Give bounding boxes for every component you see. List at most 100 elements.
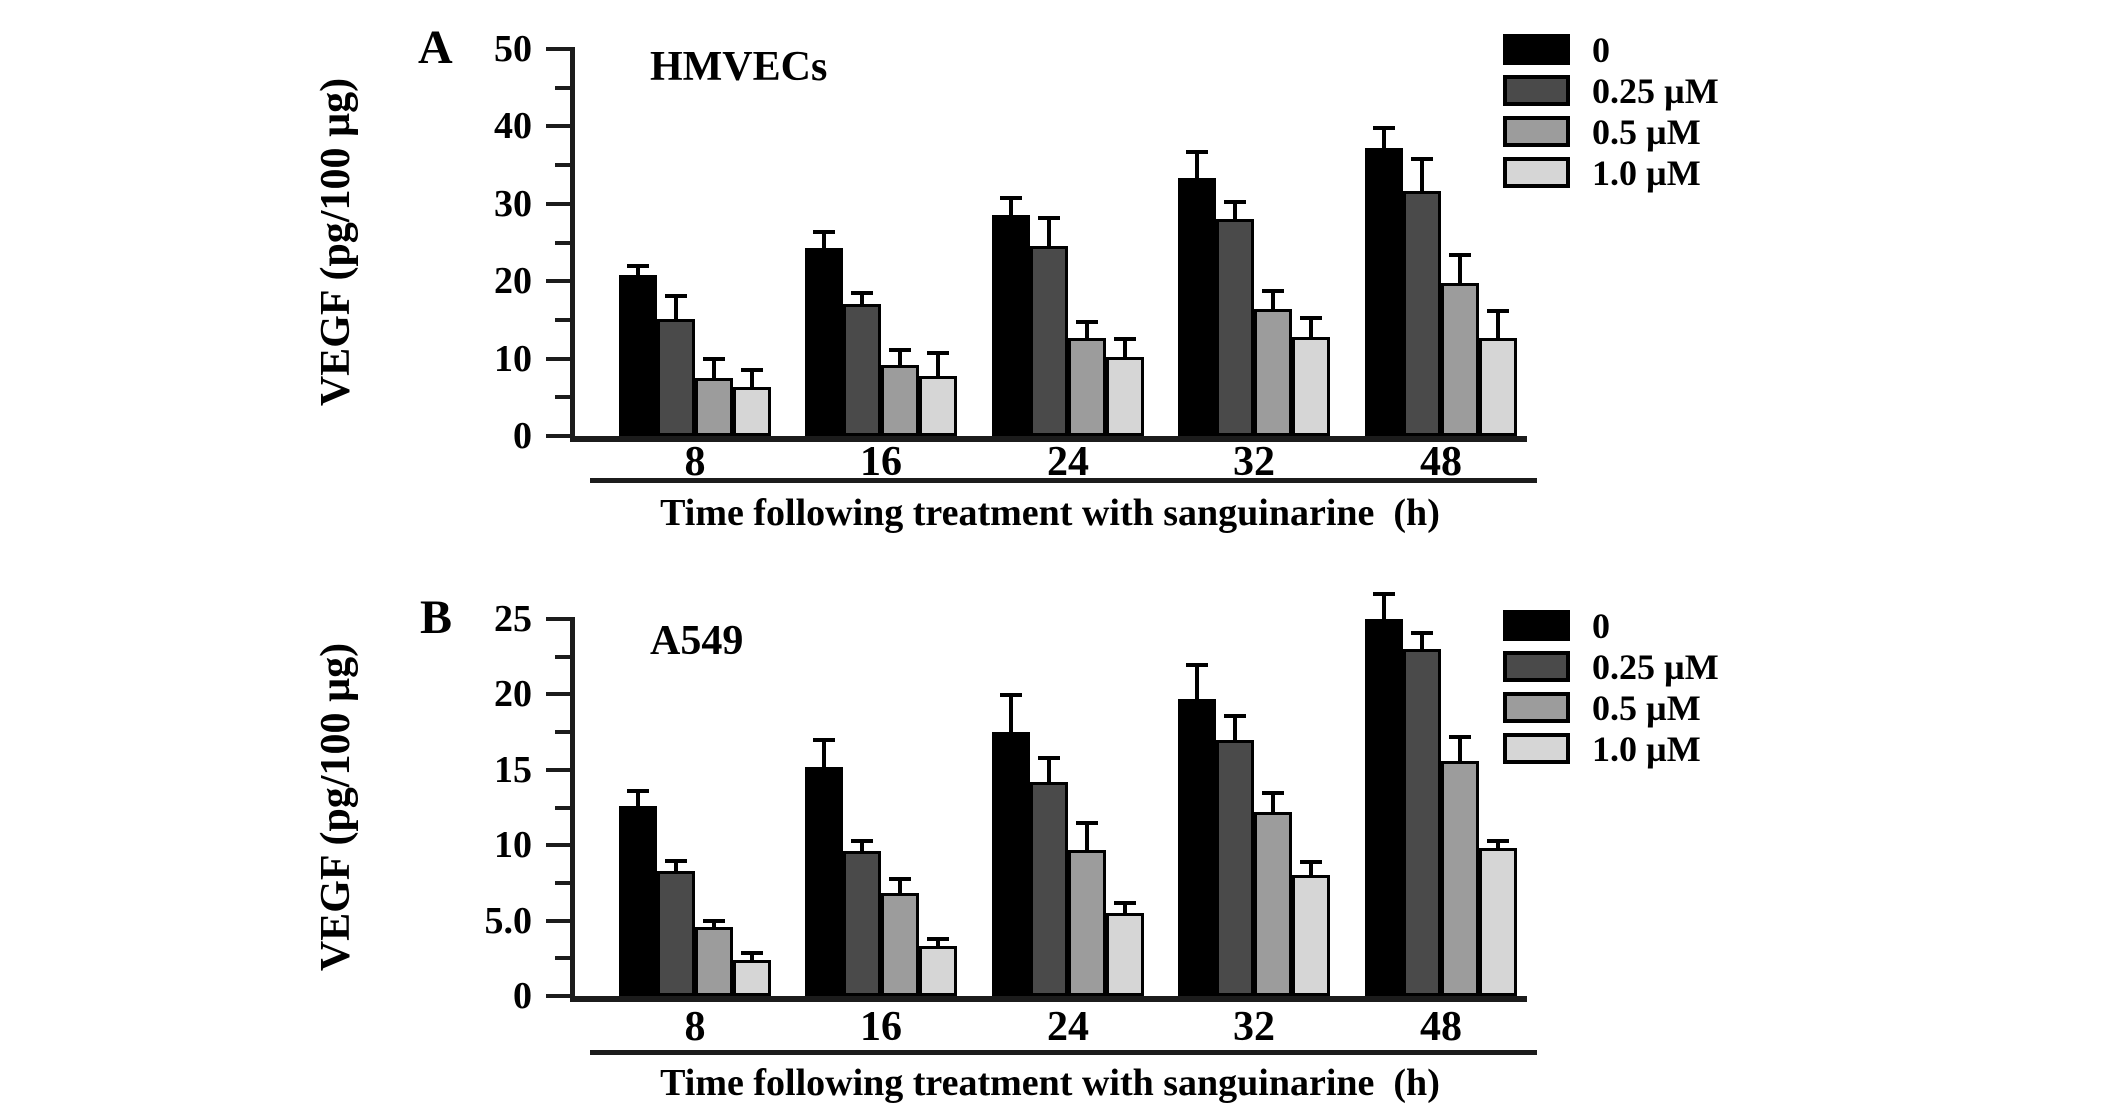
- error-bar-line: [1271, 288, 1275, 312]
- error-bar-cap: [1411, 156, 1433, 161]
- bar: [843, 851, 881, 996]
- error-bar-line: [750, 367, 754, 390]
- error-bar-line: [1458, 735, 1462, 763]
- error-bar-line: [1009, 196, 1013, 217]
- error-bar-cap: [1449, 735, 1471, 740]
- y-major-tick: [546, 434, 570, 438]
- bar: [733, 387, 771, 436]
- error-bar-cap: [851, 291, 873, 296]
- error-bar-cap: [1449, 252, 1471, 257]
- error-bar-line: [1309, 316, 1313, 339]
- bar: [843, 303, 881, 436]
- legend-label: 0.5 µM: [1592, 112, 1701, 152]
- bar: [1254, 309, 1292, 436]
- error-bar-line: [1195, 662, 1199, 701]
- bar: [1068, 849, 1106, 996]
- legend-label: 0: [1592, 606, 1610, 646]
- y-tick-label: 25: [494, 598, 532, 640]
- bar: [1030, 781, 1068, 996]
- error-bar-line: [822, 738, 826, 769]
- x-tick-label: 16: [860, 439, 902, 485]
- error-bar-line: [1420, 156, 1424, 193]
- y-minor-tick: [555, 956, 570, 961]
- error-bar-line: [1309, 860, 1313, 878]
- error-bar-line: [822, 230, 826, 250]
- error-bar-line: [1123, 336, 1127, 360]
- error-bar-line: [674, 858, 678, 873]
- error-bar-line: [1233, 199, 1237, 222]
- error-bar-cap: [1487, 839, 1509, 844]
- bar: [1030, 246, 1068, 436]
- bar: [695, 377, 733, 436]
- error-bar-cap: [703, 357, 725, 362]
- x-tick-label: 8: [684, 1004, 706, 1050]
- error-bar-line: [1047, 756, 1051, 784]
- error-bar-cap: [1300, 860, 1322, 865]
- bar: [1254, 812, 1292, 996]
- error-bar-cap: [703, 919, 725, 924]
- panel-b-x-axis-title: Time following treatment with sanguinari…: [660, 1062, 1440, 1104]
- y-minor-tick: [555, 880, 570, 885]
- error-bar-cap: [813, 738, 835, 743]
- legend-swatch: [1503, 692, 1570, 723]
- bar: [1292, 336, 1330, 436]
- error-bar-cap: [1224, 199, 1246, 204]
- error-bar-cap: [1224, 714, 1246, 718]
- error-bar-cap: [1262, 790, 1284, 795]
- x-tick-label: 48: [1420, 439, 1462, 485]
- y-minor-tick: [555, 654, 570, 659]
- panel-a-title: HMVECs: [650, 44, 828, 90]
- error-bar-cap: [1076, 319, 1098, 324]
- error-bar-line: [1009, 692, 1013, 735]
- error-bar-cap: [627, 264, 649, 269]
- panel-a-y-axis-label: VEGF (pg/100 µg): [313, 77, 359, 407]
- y-tick-label: 50: [494, 28, 532, 70]
- bar: [1441, 282, 1479, 436]
- bar: [1479, 848, 1517, 996]
- error-bar-cap: [1186, 662, 1208, 667]
- legend-label: 0.25 µM: [1592, 647, 1719, 687]
- panel-a-x-axis-underline: [590, 478, 1537, 483]
- y-tick-label: 15: [494, 748, 532, 791]
- error-bar-cap: [1114, 336, 1136, 341]
- error-bar-cap: [813, 230, 835, 235]
- error-bar-line: [1047, 216, 1051, 249]
- legend-label: 0: [1592, 30, 1610, 70]
- y-minor-tick: [555, 730, 570, 735]
- bar: [1106, 357, 1144, 436]
- error-bar-line: [898, 347, 902, 367]
- bar: [881, 364, 919, 436]
- bar: [992, 214, 1030, 436]
- bar: [1178, 698, 1216, 996]
- panel-a-letter: A: [418, 21, 453, 74]
- x-tick-label: 24: [1047, 1004, 1089, 1050]
- bar: [1106, 913, 1144, 996]
- y-tick-label: 5.0: [484, 899, 533, 942]
- y-major-tick: [546, 201, 570, 206]
- legend-swatch: [1503, 651, 1570, 682]
- panel-b-letter: B: [420, 591, 453, 644]
- error-bar-line: [1458, 252, 1462, 285]
- legend-swatch: [1503, 733, 1570, 764]
- y-minor-tick: [555, 240, 570, 245]
- bar: [1365, 619, 1403, 996]
- panel-b-y-axis-label: VEGF (pg/100 µg): [313, 642, 359, 972]
- error-bar-cap: [1038, 756, 1060, 761]
- bar: [619, 275, 657, 436]
- error-bar-cap: [627, 789, 649, 794]
- error-bar-cap: [927, 937, 949, 942]
- y-major-tick: [546, 918, 570, 923]
- bar: [657, 319, 695, 436]
- error-bar-line: [1420, 631, 1424, 652]
- error-bar-line: [674, 294, 678, 322]
- panel-b-x-axis-underline: [590, 1050, 1537, 1055]
- y-tick-label: 30: [494, 182, 532, 225]
- x-tick-label: 24: [1047, 439, 1089, 485]
- legend-label: 0.5 µM: [1592, 688, 1701, 728]
- error-bar-line: [636, 264, 640, 277]
- bar: [1441, 760, 1479, 996]
- bar: [919, 375, 957, 436]
- y-major-tick: [546, 994, 570, 998]
- y-minor-tick: [555, 317, 570, 322]
